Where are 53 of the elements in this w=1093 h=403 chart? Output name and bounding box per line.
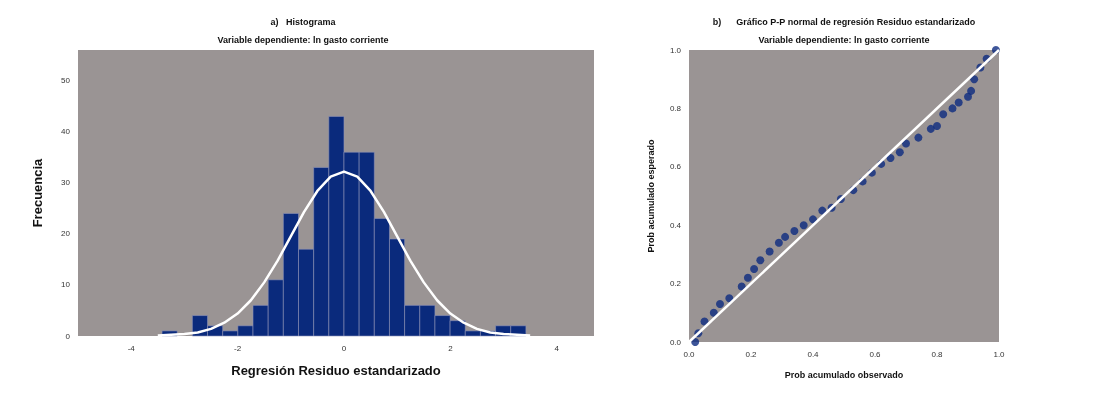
y-tick-label: 40 <box>61 127 71 137</box>
y-tick-label: 1.0 <box>669 45 682 55</box>
chart-title: b) Gráfico P-P normal de regresión Residuo estandarizado <box>712 16 976 27</box>
x-axis-title: Regresión Residuo estandarizado <box>231 363 441 378</box>
x-tick-label: 0.6 <box>869 349 882 359</box>
x-tick-label: 0.0 <box>683 349 696 359</box>
y-tick-label: 10 <box>61 280 71 290</box>
y-tick-label: 0 <box>65 331 71 341</box>
point <box>939 110 948 119</box>
point <box>743 273 752 282</box>
y-tick-label: 0.2 <box>669 279 682 289</box>
x-tick-label: -2 <box>234 343 242 353</box>
y-tick-label: 50 <box>61 76 71 86</box>
point <box>750 265 759 273</box>
chart-title: a) Histograma <box>270 16 337 27</box>
y-axis-title: Frecuencia <box>30 157 45 228</box>
y-axis-title: Prob acumulado esperado <box>645 138 656 253</box>
point <box>914 133 923 142</box>
y-tick-label: 20 <box>61 229 71 239</box>
point <box>781 232 790 241</box>
x-tick-label: 2 <box>448 343 454 353</box>
point <box>948 104 957 113</box>
x-tick-label: 0 <box>341 343 347 353</box>
point <box>765 247 774 256</box>
point <box>716 300 724 309</box>
point <box>691 338 700 346</box>
point <box>774 238 783 247</box>
x-tick-label: -4 <box>127 343 136 353</box>
line-series <box>156 170 532 337</box>
x-tick-label: 0.4 <box>807 349 820 359</box>
point <box>967 86 976 95</box>
point <box>954 98 963 107</box>
x-axis-title: Prob acumulado observado <box>784 369 904 380</box>
chart-subtitle: Variable dependiente: ln gasto corriente <box>758 34 930 45</box>
point <box>725 294 734 303</box>
y-tick-label: 30 <box>61 178 71 188</box>
point <box>933 121 941 130</box>
x-tick-label: 0.8 <box>931 349 944 359</box>
point <box>790 227 799 236</box>
point <box>799 221 808 230</box>
point <box>926 124 935 133</box>
point <box>809 215 817 224</box>
x-tick-label: 4 <box>554 343 560 353</box>
y-tick-label: 0.6 <box>669 162 682 172</box>
x-tick-label: 0.2 <box>745 349 758 359</box>
y-tick-label: 0.4 <box>669 220 682 230</box>
point <box>818 206 827 215</box>
point <box>964 92 972 101</box>
point <box>895 148 904 157</box>
point <box>756 256 765 265</box>
x-tick-label: 1.0 <box>993 349 1006 359</box>
y-tick-label: 0.8 <box>669 103 682 113</box>
chart-subtitle: Variable dependiente: ln gasto corriente <box>217 34 389 45</box>
